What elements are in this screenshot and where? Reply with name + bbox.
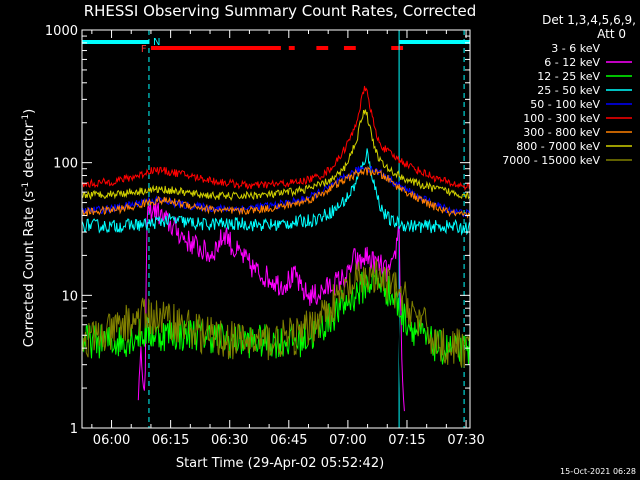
y-axis-label-part: Corrected Count Rate (s: [22, 191, 37, 348]
series-lines: [81, 85, 470, 430]
flare-flag-label: F: [141, 44, 147, 55]
x-tick-label: 07:15: [388, 433, 425, 448]
y-axis-ticks: 1 10 100 1000: [45, 24, 470, 437]
series-line: [81, 148, 470, 237]
y-axis-label-sup: -1: [21, 114, 31, 123]
y-axis-label-part: detector: [22, 122, 37, 182]
y-tick-label: 1: [70, 422, 78, 437]
date-stamp: 15-Oct-2021 06:28: [560, 467, 636, 476]
series-line: [81, 85, 470, 191]
series-line: [81, 109, 470, 201]
legend-label: 7000 - 15000 keV: [502, 154, 600, 167]
series-line: [81, 267, 470, 368]
legend-header-attenuator: Att 0: [597, 27, 626, 41]
plot-frame: [81, 29, 471, 429]
x-axis-ticks: 06:00 06:15 06:30 06:45 07:00 07:15 07:30: [91, 30, 485, 448]
y-tick-label: 100: [53, 157, 78, 172]
series-line: [81, 259, 470, 368]
legend-label: 100 - 300 keV: [523, 112, 600, 125]
legend-header: Det 1,3,4,5,6,9,: [542, 13, 636, 27]
chart-title: RHESSI Observing Summary Count Rates, Co…: [84, 2, 477, 20]
x-tick-label: 06:15: [152, 433, 189, 448]
legend-label: 12 - 25 keV: [537, 70, 600, 83]
legend-label: 300 - 800 keV: [523, 126, 600, 139]
x-tick-label: 06:30: [211, 433, 248, 448]
night-flag-label: N: [153, 37, 160, 48]
legend-label: 25 - 50 keV: [537, 84, 600, 97]
plot-border: [81, 29, 471, 429]
x-axis-label: Start Time (29-Apr-02 05:52:42): [176, 456, 384, 471]
series-line: [82, 166, 470, 219]
x-tick-label: 07:00: [329, 433, 366, 448]
legend-label: 6 - 12 keV: [544, 56, 600, 69]
legend-label: 3 - 6 keV: [551, 42, 600, 55]
y-axis-label-part: ): [22, 109, 37, 114]
y-axis-label-sup: -1: [21, 182, 31, 191]
y-tick-label: 10: [61, 289, 78, 304]
x-tick-label: 07:30: [447, 433, 484, 448]
legend-label: 50 - 100 keV: [530, 98, 600, 111]
series-line: [137, 199, 405, 412]
x-tick-label: 06:00: [93, 433, 130, 448]
y-axis-label: Corrected Count Rate (s-1 detector-1): [21, 109, 37, 347]
y-tick-label: 1000: [45, 24, 78, 39]
legend-label: 800 - 7000 keV: [516, 140, 600, 153]
x-tick-label: 06:45: [270, 433, 307, 448]
series-line: [81, 165, 470, 218]
